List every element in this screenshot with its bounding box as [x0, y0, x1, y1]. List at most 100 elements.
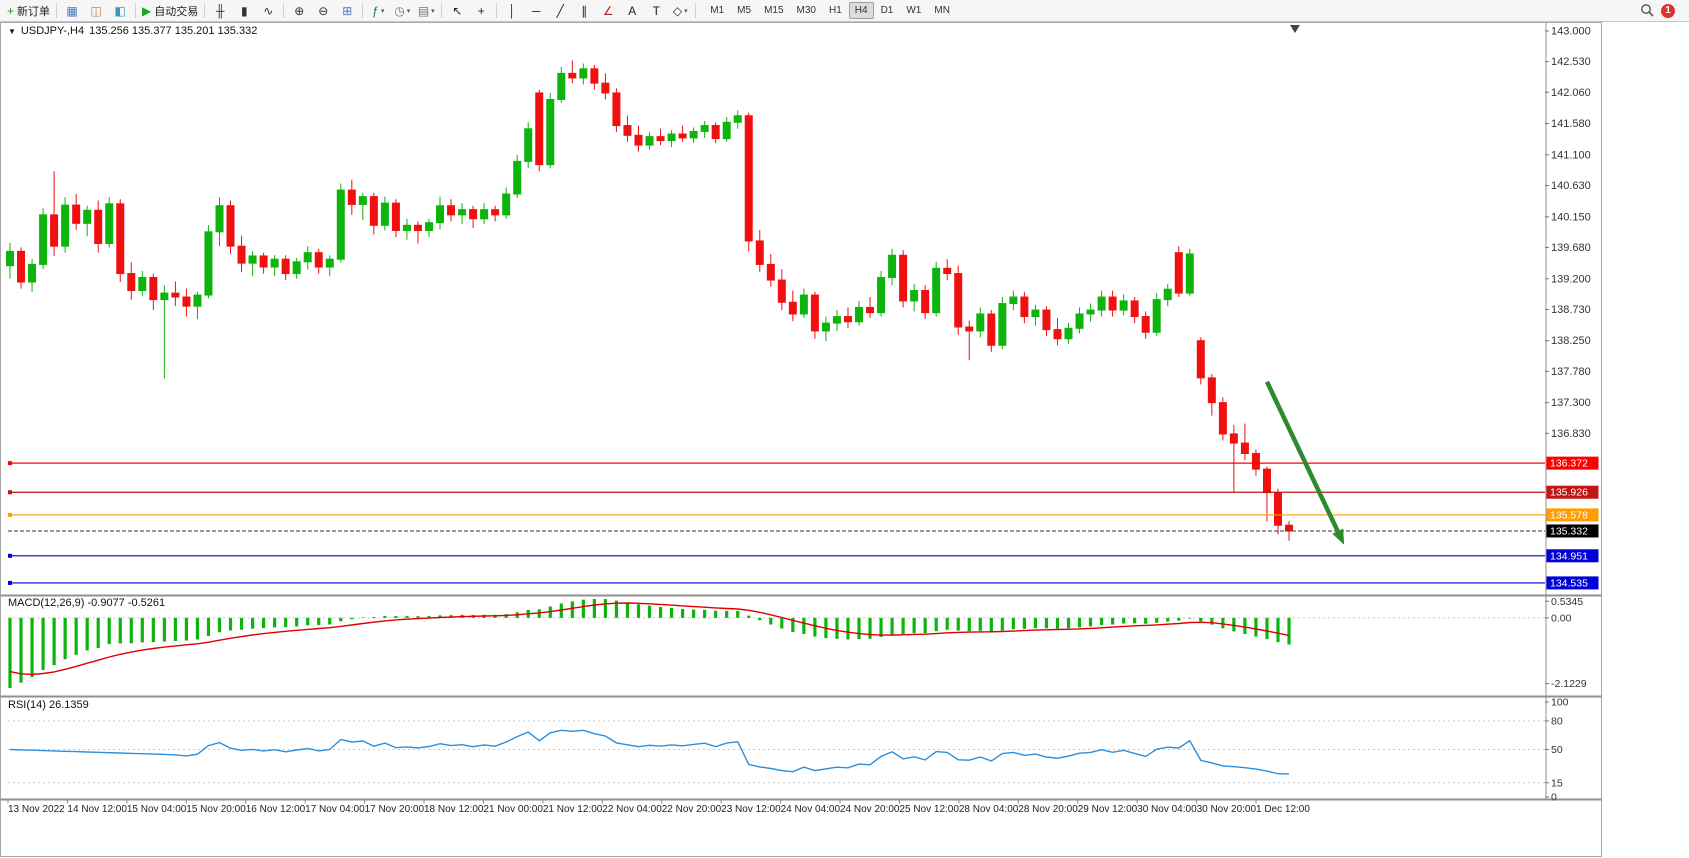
price-tag: 136.372 — [1546, 456, 1599, 470]
svg-text:21 Nov 12:00: 21 Nov 12:00 — [543, 804, 603, 815]
market-watch-icon[interactable]: ◫ — [84, 1, 108, 21]
text-icon[interactable]: A — [620, 1, 644, 21]
autotrade-glyph: ▶ — [142, 3, 152, 18]
templates-icon[interactable]: ▤ ▾ — [414, 1, 438, 21]
channel-icon[interactable]: ∥ — [572, 1, 596, 21]
toolbar-separator — [441, 3, 443, 18]
svg-text:142.530: 142.530 — [1551, 56, 1591, 68]
cursor-icon[interactable]: ↖ — [445, 1, 469, 21]
trend-arrow-object[interactable] — [1264, 380, 1345, 545]
svg-text:135.578: 135.578 — [1550, 509, 1588, 521]
svg-text:15 Nov 20:00: 15 Nov 20:00 — [186, 804, 246, 815]
zoom-out-icon[interactable]: ⊖ — [311, 1, 335, 21]
svg-text:142.060: 142.060 — [1551, 87, 1591, 99]
toolbar-separator — [362, 3, 364, 18]
candlestick-chart-icon[interactable]: ▮ — [232, 1, 256, 21]
svg-text:135.926: 135.926 — [1550, 487, 1588, 499]
horizontal-line-object[interactable] — [8, 490, 1545, 495]
autotrade-button[interactable]: ▶ 自动交易 — [139, 1, 201, 21]
price-axis: 143.000 142.530 142.060 141.580 141.100 140.6… — [1545, 23, 1591, 800]
svg-text:-2.1229: -2.1229 — [1551, 678, 1587, 690]
shapes-icon[interactable]: ◇ ▾ — [668, 1, 692, 21]
trendline-icon[interactable]: ╱ — [548, 1, 572, 21]
timeframe-group: M1 M5 M15 M30 H1 H4 D1 W1 MN — [704, 2, 956, 19]
label-icon[interactable]: T — [644, 1, 668, 21]
line-handle[interactable] — [8, 580, 12, 585]
line-handle[interactable] — [8, 490, 12, 495]
svg-text:134.535: 134.535 — [1550, 577, 1588, 589]
timeframe-h1[interactable]: H1 — [828, 5, 842, 16]
vertical-line-icon[interactable]: │ — [500, 1, 524, 21]
channel-icon-glyph: ∥ — [581, 3, 588, 18]
data-window-icon-glyph: ◧ — [114, 3, 126, 18]
cursor-icon-glyph: ↖ — [452, 3, 463, 18]
timeframe-m1[interactable]: M1 — [710, 5, 725, 16]
chevron-down-icon[interactable]: ▾ — [684, 7, 688, 15]
trendline-icon-glyph: ╱ — [556, 3, 564, 18]
chart-shift-marker[interactable] — [1290, 25, 1300, 33]
tile-windows-icon[interactable]: ⊞ — [335, 1, 359, 21]
price-tag: 134.951 — [1546, 549, 1599, 563]
price-tag: 135.332 — [1546, 524, 1599, 538]
timeframe-w1[interactable]: W1 — [906, 5, 922, 16]
timeframe-d1[interactable]: D1 — [880, 5, 894, 16]
timeframe-m30[interactable]: M30 — [796, 5, 816, 16]
svg-text:141.100: 141.100 — [1551, 149, 1591, 161]
rsi-value: 26.1359 — [48, 699, 89, 711]
line-handle[interactable] — [8, 512, 12, 517]
candlestick-chart-icon-glyph: ▮ — [240, 3, 248, 18]
one-click-trading-toggle[interactable]: ▼ — [8, 26, 16, 36]
bar-chart-icon-glyph: ╫ — [215, 3, 225, 18]
chevron-down-icon[interactable]: ▾ — [431, 7, 435, 15]
rsi-indicator-title: RSI(14) 26.1359 — [8, 699, 89, 711]
charts-grid-icon[interactable]: ▦ — [60, 1, 84, 21]
fibonacci-icon[interactable]: ∠ — [596, 1, 620, 21]
macd-label: MACD(12,26,9) — [8, 597, 85, 609]
indicators-icon[interactable]: ƒ ▾ — [366, 1, 390, 21]
search-icon[interactable] — [1640, 3, 1655, 18]
timeframe-m15[interactable]: M15 — [764, 5, 784, 16]
horizontal-line-object[interactable] — [8, 512, 1545, 517]
timeframe-h4[interactable]: H4 — [848, 2, 874, 19]
horizontal-line-object[interactable] — [8, 580, 1545, 585]
fibonacci-icon-glyph: ∠ — [602, 3, 614, 18]
chevron-down-icon[interactable]: ▾ — [380, 7, 385, 15]
bar-chart-icon[interactable]: ╫ — [208, 1, 232, 21]
svg-text:14 Nov 12:00: 14 Nov 12:00 — [67, 804, 127, 815]
timeframe-mn[interactable]: MN — [934, 5, 950, 16]
svg-text:135.332: 135.332 — [1550, 525, 1588, 537]
svg-text:23 Nov 12:00: 23 Nov 12:00 — [721, 804, 781, 815]
svg-text:24 Nov 20:00: 24 Nov 20:00 — [840, 804, 900, 815]
period-clock-icon-glyph: ◷ — [394, 3, 405, 18]
data-window-icon[interactable]: ◧ — [108, 1, 132, 21]
svg-text:29 Nov 12:00: 29 Nov 12:00 — [1078, 804, 1138, 815]
svg-text:0: 0 — [1551, 792, 1557, 804]
line-chart-icon[interactable]: ∿ — [256, 1, 280, 21]
horizontal-line-object[interactable] — [8, 553, 1545, 558]
svg-text:30 Nov 04:00: 30 Nov 04:00 — [1137, 804, 1197, 815]
notification-badge[interactable]: 1 — [1661, 3, 1675, 18]
period-clock-icon[interactable]: ◷ ▾ — [390, 1, 414, 21]
time-axis: 13 Nov 2022 14 Nov 12:00 15 Nov 04:00 15 No… — [7, 800, 1310, 815]
new-order-button[interactable]: + 新订单 — [4, 1, 53, 21]
crosshair-icon[interactable]: + — [469, 1, 493, 21]
line-handle[interactable] — [8, 553, 12, 558]
svg-text:1 Dec 12:00: 1 Dec 12:00 — [1256, 804, 1310, 815]
chevron-down-icon[interactable]: ▾ — [406, 7, 411, 15]
symbol-info: ▼ USDJPY-,H4 135.256 135.377 135.201 135… — [8, 25, 257, 37]
svg-text:16 Nov 12:00: 16 Nov 12:00 — [246, 804, 306, 815]
svg-text:15: 15 — [1551, 777, 1563, 789]
svg-text:137.780: 137.780 — [1551, 366, 1591, 378]
zoom-in-icon[interactable]: ⊕ — [287, 1, 311, 21]
tile-windows-icon-glyph: ⊞ — [342, 3, 353, 18]
new-order-glyph: + — [7, 3, 15, 18]
horizontal-line-object[interactable] — [8, 461, 1545, 466]
shapes-icon-glyph: ◇ — [672, 3, 683, 18]
toolbar-left-group: + 新订单 ▦ ◫ ◧ ▶ 自动交易 ╫ ▮ ∿ ⊕ ⊖ ⊞ ƒ ▾ ◷ ▾ ▤ ▾ ↖ + │ ─ ╱ ∥ ∠ A T ◇ ▾ — [4, 1, 699, 21]
line-handle[interactable] — [8, 461, 12, 466]
timeframe-m5[interactable]: M5 — [737, 5, 752, 16]
candlestick-series — [6, 60, 1294, 541]
horizontal-line-icon[interactable]: ─ — [524, 1, 548, 21]
vertical-line-icon-glyph: │ — [508, 3, 517, 18]
